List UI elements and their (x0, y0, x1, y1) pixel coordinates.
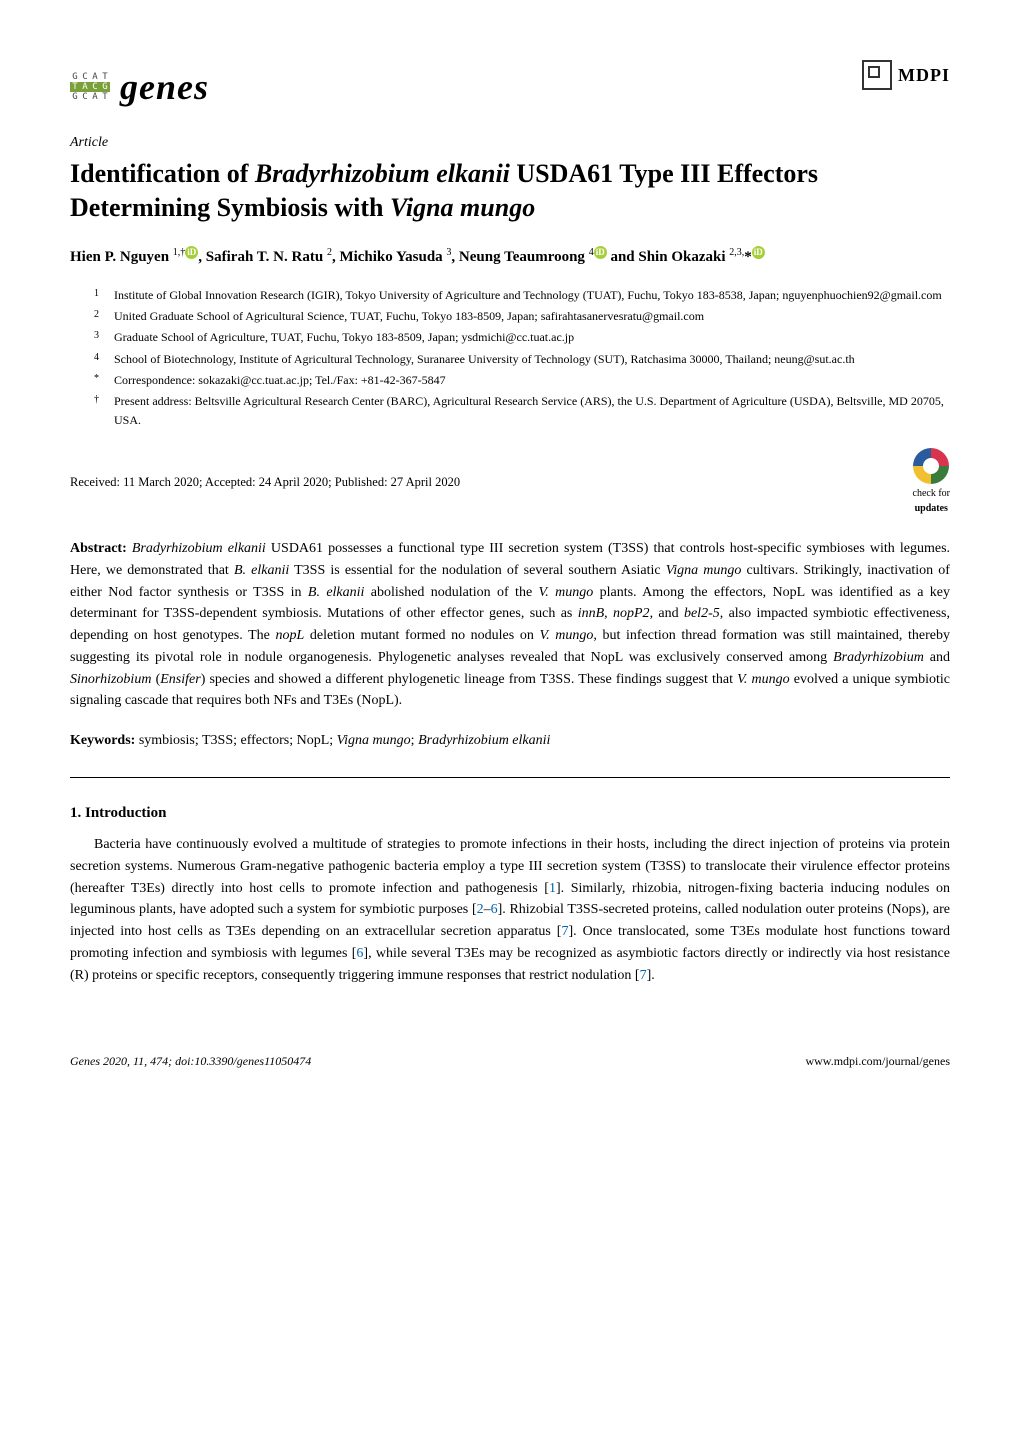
affiliation-item: †Present address: Beltsville Agricultura… (94, 392, 950, 430)
abstract-label: Abstract: (70, 541, 127, 556)
section-title: Introduction (85, 805, 166, 821)
footer-url[interactable]: www.mdpi.com/journal/genes (805, 1052, 950, 1070)
footer-citation: Genes 2020, 11, 474; doi:10.3390/genes11… (70, 1052, 311, 1070)
check-updates-badge[interactable]: check for updates (913, 448, 950, 516)
keywords-label: Keywords: (70, 733, 135, 748)
journal-name: genes (120, 60, 209, 114)
logo-grid-icon: GCATTACGGCAT (70, 72, 110, 102)
title-species-1: Bradyrhizobium elkanii (255, 159, 510, 188)
affiliation-item: 2United Graduate School of Agricultural … (94, 307, 950, 326)
author-list: Hien P. Nguyen 1,†iD, Safirah T. N. Ratu… (70, 245, 950, 269)
footer: Genes 2020, 11, 474; doi:10.3390/genes11… (70, 1046, 950, 1070)
abstract-text: Bradyrhizobium elkanii USDA61 possesses … (70, 541, 950, 708)
affiliation-item: *Correspondence: sokazaki@cc.tuat.ac.jp;… (94, 371, 950, 390)
section-number: 1. (70, 805, 81, 821)
section-separator (70, 777, 950, 778)
keywords-text: symbiosis; T3SS; effectors; NopL; Vigna … (135, 733, 550, 748)
check-updates-line2: updates (913, 501, 950, 516)
abstract: Abstract: Bradyrhizobium elkanii USDA61 … (70, 538, 950, 712)
affiliations: 1Institute of Global Innovation Research… (94, 286, 950, 430)
check-updates-line1: check for (913, 486, 950, 501)
affiliation-item: 4School of Biotechnology, Institute of A… (94, 350, 950, 369)
publisher-logo: MDPI (862, 60, 950, 90)
journal-logo: GCATTACGGCAT genes (70, 60, 209, 114)
check-updates-icon (913, 448, 949, 484)
body-paragraph: Bacteria have continuously evolved a mul… (70, 834, 950, 986)
article-type: Article (70, 132, 950, 153)
header: GCATTACGGCAT genes MDPI (70, 60, 950, 114)
title-text-pre: Identification of (70, 159, 255, 188)
dates-text: Received: 11 March 2020; Accepted: 24 Ap… (70, 473, 460, 492)
section-heading: 1. Introduction (70, 802, 950, 825)
publisher-name: MDPI (898, 62, 950, 89)
mdpi-icon (862, 60, 892, 90)
keywords: Keywords: symbiosis; T3SS; effectors; No… (70, 730, 950, 751)
dates-row: Received: 11 March 2020; Accepted: 24 Ap… (70, 448, 950, 516)
affiliation-item: 3Graduate School of Agriculture, TUAT, F… (94, 328, 950, 347)
affiliation-item: 1Institute of Global Innovation Research… (94, 286, 950, 305)
article-title: Identification of Bradyrhizobium elkanii… (70, 157, 950, 225)
title-species-2: Vigna mungo (390, 193, 535, 222)
